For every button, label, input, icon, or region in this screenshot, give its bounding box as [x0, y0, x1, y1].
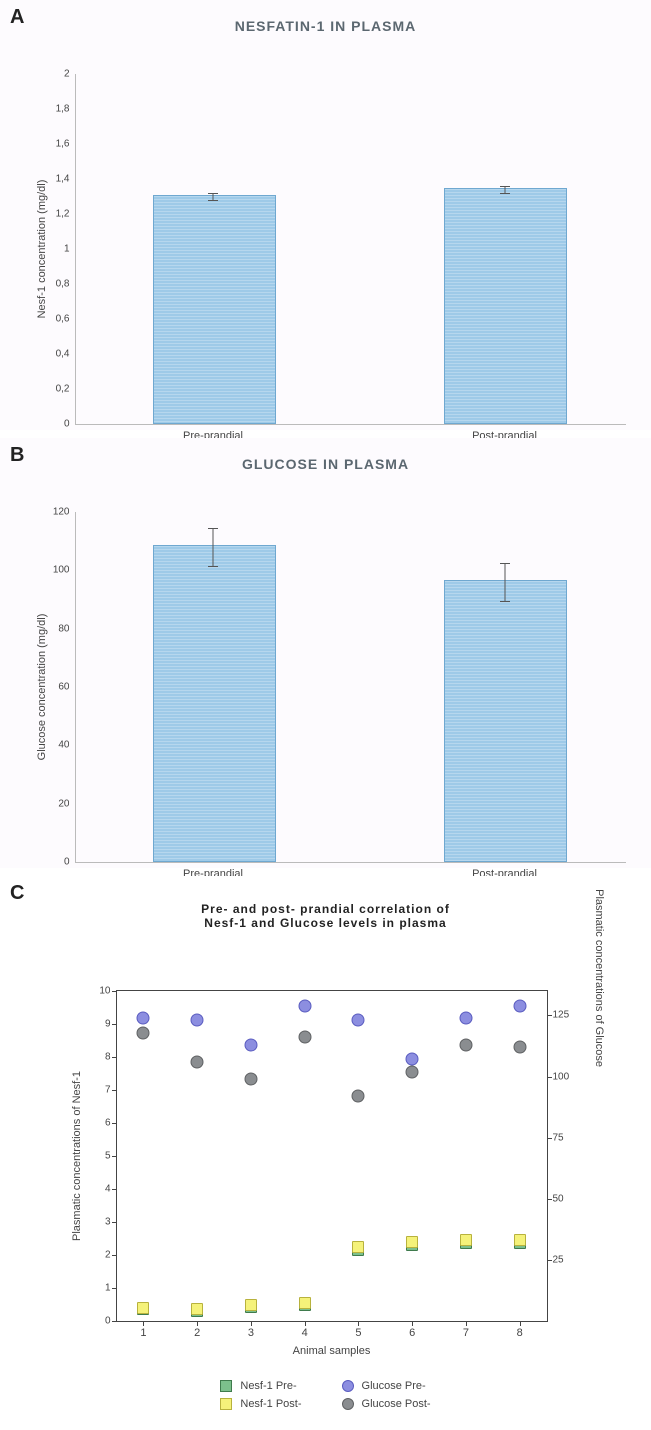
y-tick: 1,4 [56, 174, 76, 185]
error-bar [504, 563, 505, 601]
error-bar [213, 193, 214, 200]
data-point [137, 1011, 150, 1024]
data-point [244, 1073, 257, 1086]
data-point [245, 1299, 257, 1311]
data-point [352, 1241, 364, 1253]
data-point [298, 999, 311, 1012]
data-point [191, 1014, 204, 1027]
panel-a: A NESFATIN-1 IN PLASMA 00,20,40,60,811,2… [0, 0, 651, 430]
data-point [459, 1011, 472, 1024]
panel-c-label: C [10, 882, 24, 905]
error-cap [500, 186, 510, 187]
y-tick: 0,4 [56, 349, 76, 360]
error-cap [208, 200, 218, 201]
legend-label: Glucose Pre- [362, 1380, 426, 1392]
data-point [459, 1038, 472, 1051]
legend-item: Nesf-1 Post- [220, 1398, 301, 1410]
y-tick: 0,2 [56, 384, 76, 395]
error-bar [213, 528, 214, 566]
error-cap [208, 566, 218, 567]
panel-c-legend: Nesf-1 Pre- Nesf-1 Post- Glucose Pre- Gluco… [0, 1370, 651, 1430]
y-axis-label-right: Plasmatic concentrations of Glucose [593, 889, 605, 1067]
data-point [406, 1236, 418, 1248]
legend-swatch [220, 1380, 232, 1392]
legend-item: Nesf-1 Pre- [220, 1380, 301, 1392]
y-tick: 1,8 [56, 104, 76, 115]
data-point [244, 1038, 257, 1051]
panel-c: C Pre- and post- prandial correlation of… [0, 876, 651, 1376]
panel-b: B GLUCOSE IN PLASMA 020406080100120Gluco… [0, 438, 651, 868]
y-tick: 40 [58, 740, 75, 751]
data-point [513, 1041, 526, 1054]
data-point [514, 1234, 526, 1246]
error-cap [500, 193, 510, 194]
bar [153, 195, 276, 425]
panel-b-label: B [10, 444, 24, 467]
data-point [352, 1014, 365, 1027]
data-point [137, 1026, 150, 1039]
y-axis-label-left: Plasmatic concentrations of Nesf-1 [71, 1071, 83, 1241]
y-tick: 0,6 [56, 314, 76, 325]
error-bar [504, 186, 505, 193]
y-axis-label: Glucose concentration (mg/dl) [36, 614, 48, 761]
legend-swatch [342, 1380, 354, 1392]
panel-b-title: GLUCOSE IN PLASMA [0, 438, 651, 472]
data-point [191, 1055, 204, 1068]
y-tick: 1,6 [56, 139, 76, 150]
legend-label: Nesf-1 Pre- [240, 1380, 296, 1392]
y-tick: 60 [58, 682, 75, 693]
error-cap [208, 528, 218, 529]
panel-c-plot-area: 012345678910255075100125Plasmatic concen… [116, 990, 548, 1322]
panel-b-chart: 0 20 40 60 80 100 120 Glucose concentration (mg… [7, 472, 645, 902]
data-point [298, 1031, 311, 1044]
bar [444, 580, 567, 862]
panel-a-title: NESFATIN-1 IN PLASMA [0, 0, 651, 34]
legend-item: Glucose Pre- [342, 1380, 431, 1392]
y-axis-label: Nesf-1 concentration (mg/dl) [36, 180, 48, 319]
data-point [406, 1065, 419, 1078]
error-cap [500, 601, 510, 602]
y-tick: 100 [53, 565, 76, 576]
error-cap [208, 193, 218, 194]
legend-label: Nesf-1 Post- [240, 1398, 301, 1410]
y-tick: 2 [64, 69, 76, 80]
data-point [352, 1090, 365, 1103]
data-point [191, 1303, 203, 1315]
y-tick: 120 [53, 507, 76, 518]
y-tick: 0 [64, 857, 76, 868]
panel-c-title: Pre- and post- prandial correlation of N… [0, 876, 651, 930]
x-axis-label: Animal samples [293, 1345, 371, 1357]
legend-swatch [342, 1398, 354, 1410]
panel-a-plot-area: 00,20,40,60,811,21,41,61,82Nesf-1 concen… [75, 74, 626, 425]
y-tick: 20 [58, 798, 75, 809]
panel-c-chart: 012345678910255075100125Plasmatic concen… [16, 930, 636, 1370]
legend-swatch [220, 1398, 232, 1410]
y-tick: 1 [64, 244, 76, 255]
data-point [137, 1302, 149, 1314]
data-point [406, 1053, 419, 1066]
panel-a-chart: 0 0,2 0,4 0,6 0,8 1 1,2 1,4 1,6 1,8 2 Nesf-1 concen… [7, 34, 645, 464]
bar [153, 545, 276, 862]
panel-b-plot-area: 020406080100120Glucose concentration (mg… [75, 512, 626, 863]
bar [444, 188, 567, 425]
y-tick: 0 [64, 419, 76, 430]
legend-item: Glucose Post- [342, 1398, 431, 1410]
y-tick: 1,2 [56, 209, 76, 220]
panel-a-label: A [10, 6, 24, 29]
figure: A NESFATIN-1 IN PLASMA 0 0,2 0,4 0,6 0,8 1 1,2… [0, 0, 651, 1376]
data-point [460, 1234, 472, 1246]
error-cap [500, 563, 510, 564]
data-point [513, 999, 526, 1012]
legend-label: Glucose Post- [362, 1398, 431, 1410]
data-point [299, 1297, 311, 1309]
y-tick: 80 [58, 623, 75, 634]
y-tick: 0,8 [56, 279, 76, 290]
